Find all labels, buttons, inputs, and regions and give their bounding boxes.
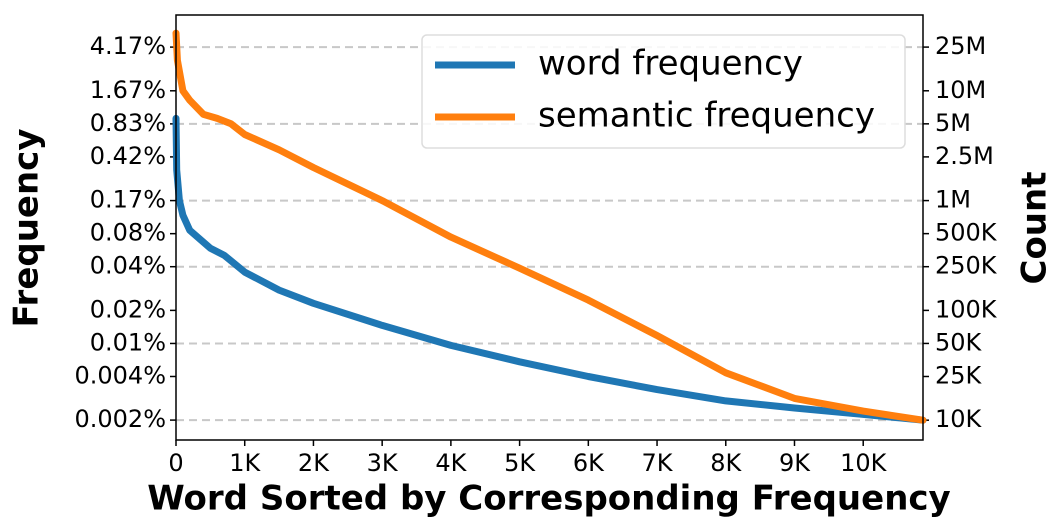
legend-label: word frequency (538, 44, 803, 84)
y2-tick-label: 25M (935, 32, 986, 60)
y-tick-label: 0.08% (90, 219, 166, 247)
y2-tick-label: 10K (935, 405, 983, 433)
y-tick-label: 0.83% (90, 109, 166, 137)
y-tick-label: 4.17% (90, 32, 166, 60)
plot-frame (175, 14, 924, 441)
y2-tick-label: 25K (935, 361, 983, 389)
y2-tick-label: 500K (935, 219, 998, 247)
x-tick-label: 1K (229, 449, 261, 477)
x-tick-label: 4K (435, 449, 467, 477)
y-tick-label: 0.04% (90, 252, 166, 280)
y-tick-label: 0.42% (90, 142, 166, 170)
y2-axis-title: Count (1015, 172, 1055, 285)
y2-tick-label: 50K (935, 328, 983, 356)
line-series (172, 114, 927, 424)
y-tick-label: 0.002% (74, 405, 166, 433)
y-axis-title: Frequency (7, 128, 47, 327)
x-tick-label: 10K (840, 449, 888, 477)
x-tick-label: 8K (710, 449, 742, 477)
y-tick-label: 0.004% (74, 361, 166, 389)
y2-tick-label: 250K (935, 252, 998, 280)
y-tick-label: 0.01% (90, 328, 166, 356)
x-tick-label: 7K (642, 449, 674, 477)
y-tick-label: 0.02% (90, 295, 166, 323)
y-tick-label: 0.17% (90, 186, 166, 214)
y2-tick-label: 10M (935, 76, 986, 104)
x-tick-label: 5K (504, 449, 536, 477)
x-tick-label: 3K (367, 449, 399, 477)
y2-tick-label: 2.5M (935, 142, 994, 170)
y-tick-label: 1.67% (90, 76, 166, 104)
x-tick-label: 9K (779, 449, 811, 477)
x-tick-label: 6K (573, 449, 605, 477)
legend-box (421, 34, 906, 149)
y2-tick-label: 5M (935, 109, 971, 137)
y2-tick-label: 100K (935, 295, 998, 323)
x-axis-title: Word Sorted by Corresponding Frequency (147, 479, 950, 519)
line-series (172, 29, 927, 424)
y2-tick-label: 1M (935, 186, 971, 214)
x-tick-label: 2K (298, 449, 330, 477)
x-tick-label: 0 (168, 449, 183, 477)
legend-label: semantic frequency (538, 96, 875, 136)
